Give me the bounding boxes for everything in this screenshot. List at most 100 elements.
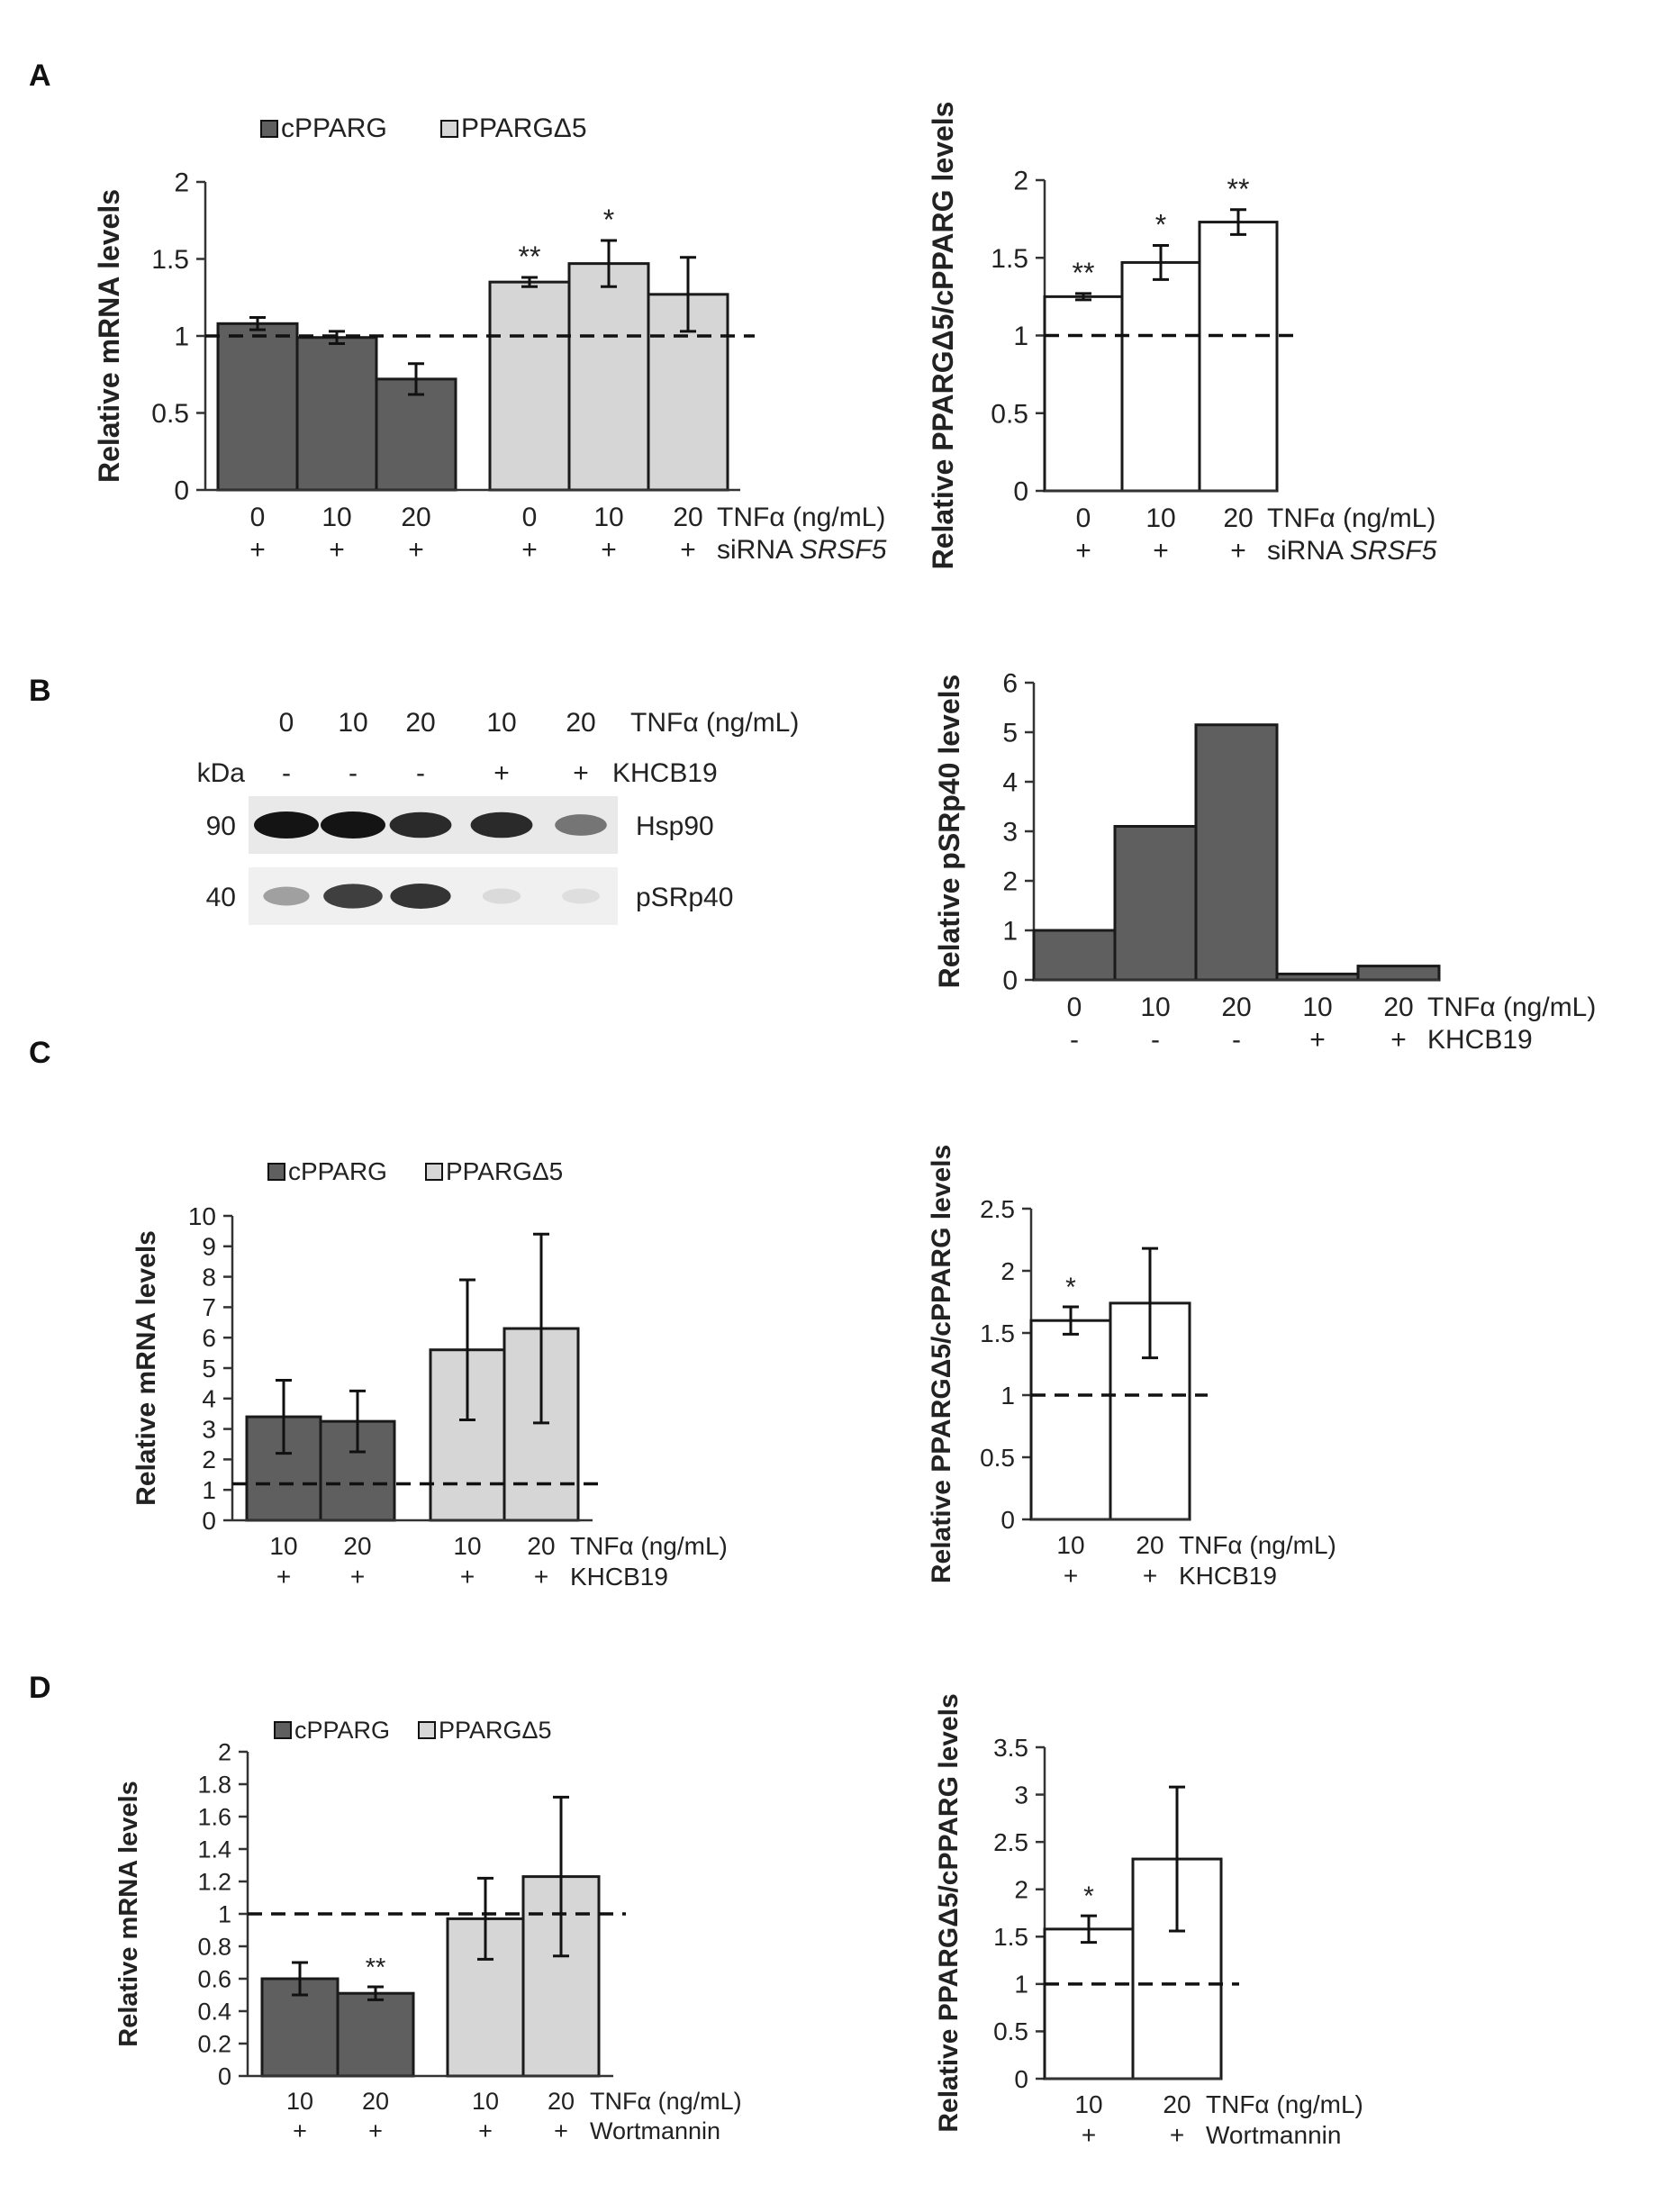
chart-b-right: 0 1 2 3 4 5 6 Relative pSRp40 levels 0 - 10 - 20 - 10 +… xyxy=(933,669,1596,1056)
panel-label-d: D xyxy=(29,1671,51,1705)
condition-sign: + xyxy=(1064,1562,1078,1590)
y-tick-label: 6 xyxy=(1002,669,1018,699)
x-tick-label: 20 xyxy=(401,503,430,532)
blot-dose-label: 20 xyxy=(566,708,595,738)
significance-label: ** xyxy=(1073,257,1095,289)
condition-sign: + xyxy=(1082,2121,1096,2149)
y-tick-label: 2 xyxy=(1001,1257,1015,1285)
bar xyxy=(1356,965,1441,982)
blot-band xyxy=(390,884,451,909)
blot-band-name: Hsp90 xyxy=(636,811,714,841)
blot-kda-marker: 90 xyxy=(206,811,236,841)
y-tick-label: 0.5 xyxy=(991,399,1028,429)
x-tick-label: 10 xyxy=(472,2088,499,2115)
condition-axis-label: siRNA SRSF5 xyxy=(1267,536,1437,566)
blot-kda-marker: 40 xyxy=(206,883,236,912)
y-tick-label: 3.5 xyxy=(993,1734,1028,1762)
condition-sign: + xyxy=(293,2117,307,2144)
condition-label-text: Wortmannin xyxy=(1206,2121,1341,2149)
y-tick-label: 1.5 xyxy=(993,1923,1028,1951)
bar xyxy=(336,1991,415,2078)
condition-sign: + xyxy=(1230,536,1246,566)
panel-label-a: A xyxy=(29,59,51,93)
y-tick-label: 1 xyxy=(1001,1382,1015,1410)
y-tick-label: 0.4 xyxy=(197,1998,231,2025)
bar xyxy=(1032,929,1117,982)
significance-label: ** xyxy=(366,1954,386,1982)
legend-swatch xyxy=(440,120,458,138)
significance-label: ** xyxy=(519,240,541,273)
x-tick-label: 20 xyxy=(527,1532,555,1560)
y-tick-label: 8 xyxy=(202,1263,216,1291)
condition-sign: + xyxy=(534,1563,548,1591)
condition-axis-label: KHCB19 xyxy=(1179,1562,1277,1590)
legend-swatch xyxy=(267,1163,285,1181)
bar xyxy=(1198,221,1279,493)
y-tick-label: 1.8 xyxy=(197,1771,231,1798)
x-tick-label: 10 xyxy=(1302,993,1332,1022)
y-axis-label: Relative mRNA levels xyxy=(131,1230,161,1506)
blot-inhibitor-sign: - xyxy=(416,758,425,788)
chart-c-right: 0 0.5 1 1.5 2 2.5 Relative PPARGΔ5/cPPARG leve… xyxy=(927,1145,1336,1590)
condition-label-text: siRNA xyxy=(1267,536,1350,566)
significance-label: * xyxy=(1083,1881,1094,1911)
x-tick-label: 20 xyxy=(1383,993,1413,1022)
y-tick-label: 1.5 xyxy=(991,244,1028,274)
legend-swatch xyxy=(425,1163,443,1181)
dose-axis-label: TNFα (ng/mL) xyxy=(1427,993,1596,1022)
legend-label: PPARGΔ5 xyxy=(461,113,587,143)
condition-label-text: KHCB19 xyxy=(1179,1562,1277,1590)
y-tick-label: 0.5 xyxy=(980,1444,1015,1472)
dose-axis-label: TNFα (ng/mL) xyxy=(1179,1531,1336,1559)
x-tick-label: 20 xyxy=(673,503,702,532)
y-axis-label: Relative PPARGΔ5/cPPARG levels xyxy=(927,102,959,570)
y-tick-label: 1.2 xyxy=(197,1868,231,1895)
x-tick-label: 20 xyxy=(1136,1531,1163,1559)
condition-axis-label: KHCB19 xyxy=(570,1563,668,1591)
y-axis-label: Relative pSRp40 levels xyxy=(933,675,965,989)
bar xyxy=(375,377,457,492)
bar xyxy=(1043,295,1124,493)
bar xyxy=(1029,1319,1112,1521)
dose-axis-label: TNFα (ng/mL) xyxy=(1206,2090,1363,2118)
condition-sign: + xyxy=(368,2117,383,2144)
blot-inhibitor-sign: - xyxy=(282,758,291,788)
y-tick-label: 2 xyxy=(174,168,189,198)
blot-band xyxy=(470,811,533,839)
y-tick-label: 0 xyxy=(1013,477,1028,507)
y-tick-label: 1.4 xyxy=(197,1836,231,1863)
condition-sign: + xyxy=(1170,2121,1184,2149)
y-tick-label: 0.5 xyxy=(993,2017,1028,2045)
condition-label-text: Wortmannin xyxy=(590,2117,720,2144)
y-tick-label: 0 xyxy=(1001,1506,1015,1534)
x-tick-label: 20 xyxy=(362,2088,389,2115)
blot-band xyxy=(254,811,319,839)
y-tick-label: 0 xyxy=(1002,966,1018,996)
condition-sign: - xyxy=(1232,1025,1241,1055)
y-tick-label: 2 xyxy=(1014,1876,1028,1904)
y-tick-label: 0 xyxy=(174,476,189,506)
y-tick-label: 6 xyxy=(202,1324,216,1352)
blot-dose-axis-label: TNFα (ng/mL) xyxy=(630,708,799,738)
blot-band xyxy=(562,888,600,904)
blot-inhibitor-sign: + xyxy=(493,758,510,788)
condition-label-italic: SRSF5 xyxy=(1350,536,1437,566)
condition-sign: + xyxy=(478,2117,493,2144)
blot-band xyxy=(263,886,310,906)
bar xyxy=(1043,1927,1135,2081)
bar xyxy=(567,262,650,492)
legend-label: PPARGΔ5 xyxy=(446,1157,563,1185)
condition-sign: + xyxy=(249,535,266,565)
condition-sign: - xyxy=(1151,1025,1160,1055)
x-tick-label: 10 xyxy=(286,2088,313,2115)
condition-label-text: siRNA xyxy=(717,535,800,565)
condition-sign: + xyxy=(680,535,696,565)
y-tick-label: 2 xyxy=(1013,167,1028,196)
condition-sign: + xyxy=(329,535,345,565)
y-tick-label: 0.5 xyxy=(151,399,189,429)
x-tick-label: 0 xyxy=(522,503,538,532)
legend-label: cPPARG xyxy=(294,1717,390,1744)
y-tick-label: 5 xyxy=(202,1355,216,1382)
legend-swatch xyxy=(418,1721,436,1739)
